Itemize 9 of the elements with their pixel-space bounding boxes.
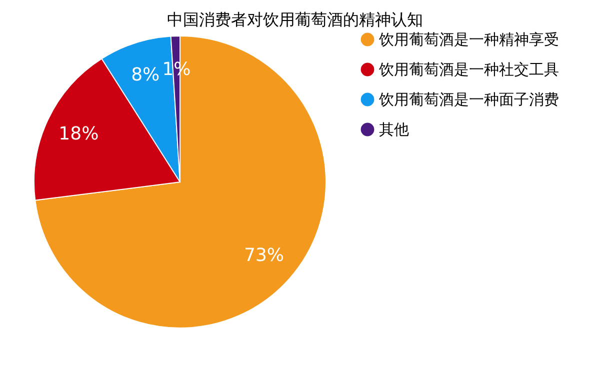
legend-label: 其他 xyxy=(379,120,409,138)
legend-label: 饮用葡萄酒是一种社交工具 xyxy=(378,60,559,78)
data-label: 8% xyxy=(131,64,160,86)
chart-title: 中国消费者对饮用葡萄酒的精神认知 xyxy=(167,10,423,29)
data-label: 73% xyxy=(244,245,284,266)
legend-label: 饮用葡萄酒是一种面子消费 xyxy=(378,90,559,108)
pie-slice xyxy=(34,36,326,328)
data-label: 18% xyxy=(58,123,99,144)
legend-label: 饮用葡萄酒是一种精神享受 xyxy=(378,30,559,48)
